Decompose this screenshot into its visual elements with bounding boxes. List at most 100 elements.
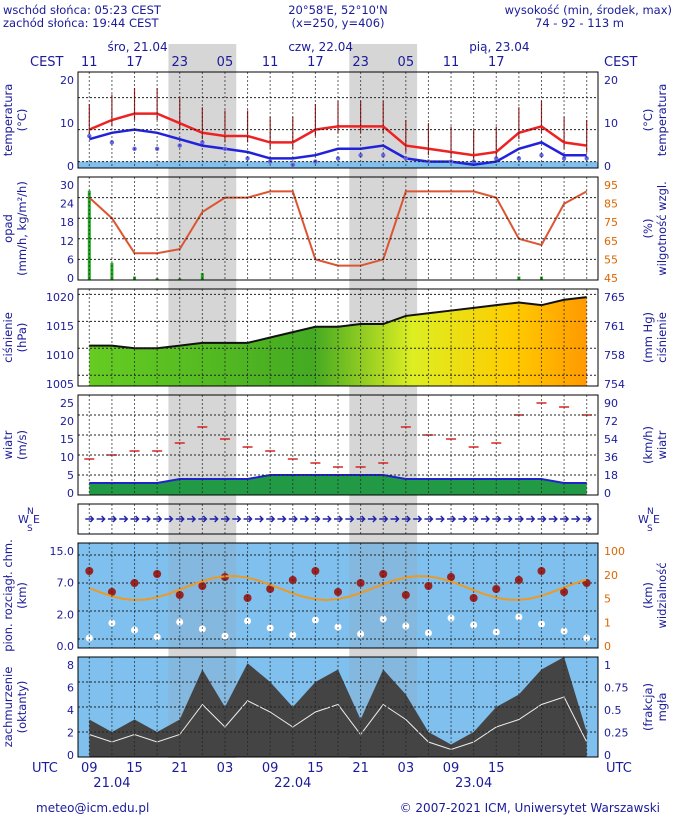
y-tick-left: 0 [67,160,74,173]
wind-direction-arrow [198,515,208,523]
y-tick-left: 12 [60,235,74,248]
y-axis-label-right: temperatura [655,84,669,157]
panel-frame [77,176,599,281]
wind-direction-arrow [356,515,366,523]
compass-w: W [18,513,29,526]
wind-direction-arrow [220,515,231,523]
wind-direction-arrow [107,515,117,523]
wind-direction-arrow [458,515,468,523]
cloud-top-point [447,614,455,622]
y-tick-left: 1010 [46,349,74,362]
wind-direction-arrow [582,515,592,523]
y-tick-right: 0 [604,640,611,653]
header: wschód słońca: 05:23 CEST zachód słońca:… [3,3,672,30]
compass-s: S [647,524,653,534]
y-tick-left: 1020 [46,291,74,304]
y-axis-label-left: (mm/h, kg/m²/h) [15,181,29,276]
y-tick-right: 20 [604,569,618,582]
y-tick-right: 758 [604,349,625,362]
y-tick-left: 7.0 [57,577,75,590]
top-hour-label: 11 [81,55,98,70]
wet-bulb-point [516,156,522,161]
wind-direction-arrow [492,515,502,523]
contact-email[interactable]: meteo@icm.edu.pl [36,801,149,815]
wet-bulb-point [584,156,589,161]
y-tick-left: 2.0 [57,608,75,621]
y-tick-right: 65 [604,235,618,248]
bottom-hour-label: 15 [307,761,324,776]
wind-direction-arrow [503,515,513,523]
altitude-title: wysokość (min, środek, max) [505,3,672,17]
day-label: śro, 21.04 [107,40,167,54]
wind-direction-arrow [175,515,185,523]
y-axis-label-right: (km) [641,582,655,609]
tz-left: UTC [32,761,58,776]
y-axis-label-left: opad [1,214,15,243]
bottom-date-label: 21.04 [93,776,130,791]
cloud-base-point [243,594,252,602]
y-axis-label-left: pion. rozciągł. chm. [1,539,15,652]
top-hour-label: 11 [262,55,279,70]
y-tick-left: 0 [67,487,74,500]
wet-bulb-point [245,156,250,161]
grid-point-text: (x=250, y=406) [291,16,384,30]
y-tick-left: 25 [60,397,74,410]
y-tick-left: 6 [67,253,74,266]
top-hour-label: 23 [352,55,369,70]
compass-e: E [653,513,660,526]
y-axis-label-right: wilgotność wzgl. [655,181,669,276]
wind-direction-arrow [480,515,491,523]
cloud-top-point [357,630,365,638]
panel-frame [77,288,599,387]
cloud-base-point [424,582,433,590]
bottom-hour-label: 09 [443,761,460,776]
wind-direction-arrow [537,515,547,523]
y-axis-label-left: (°C) [15,109,29,132]
wet-bulb-point [561,156,567,161]
wet-bulb-point [494,156,499,161]
wet-bulb-point [109,140,115,145]
y-tick-left: 24 [60,198,74,211]
top-hour-label: 17 [307,55,324,70]
precip-bar [381,278,385,280]
top-hour-label: 17 [126,55,143,70]
y-axis-label-right: widzialność [655,562,669,628]
wind-direction-arrow [187,515,197,523]
y-axis-label-right: wiatr [655,430,669,459]
top-hour-label: 05 [217,55,234,70]
y-tick-left: 10 [60,117,74,130]
y-tick-left: 15.0 [50,545,75,558]
y-tick-left: 6 [67,682,74,695]
top-hour-label: 11 [443,55,460,70]
cloud-top-point [176,618,184,626]
wind-direction-arrow [209,515,219,523]
footer: meteo@icm.edu.pl © 2007-2021 ICM, Uniwer… [36,801,660,815]
sunset-text: zachód słońca: 19:44 CEST [3,16,160,30]
y-axis-label-left: wiatr [1,430,15,459]
y-tick-right: 0.5 [604,704,622,717]
tz-right: UTC [606,761,632,776]
day-label: pią, 23.04 [469,40,529,54]
y-tick-right: 0 [604,487,611,500]
coordinates-text: 20°58'E, 52°10'N [288,3,388,17]
y-tick-right: 55 [604,253,618,266]
panel-frame [77,542,599,649]
compass-w: W [638,513,649,526]
temperature-line [88,112,587,157]
y-tick-right: 36 [604,451,618,464]
panel-frame [77,394,599,496]
wind-direction-arrow [514,515,524,523]
top-hour-label: 05 [398,55,415,70]
copyright-text: © 2007-2021 ICM, Uniwersytet Warszawski [400,801,660,815]
panel-frame [77,656,599,758]
wind-direction-arrow [447,515,457,523]
tz-right: CEST [604,55,638,70]
y-tick-right: 75 [604,216,618,229]
wind-direction-arrow [413,515,423,523]
cloud-base-point [153,570,162,578]
wind-direction-arrow [300,515,310,523]
y-tick-left: 20 [60,74,74,87]
y-tick-right: 10 [604,117,618,130]
bottom-hour-label: 03 [217,761,234,776]
